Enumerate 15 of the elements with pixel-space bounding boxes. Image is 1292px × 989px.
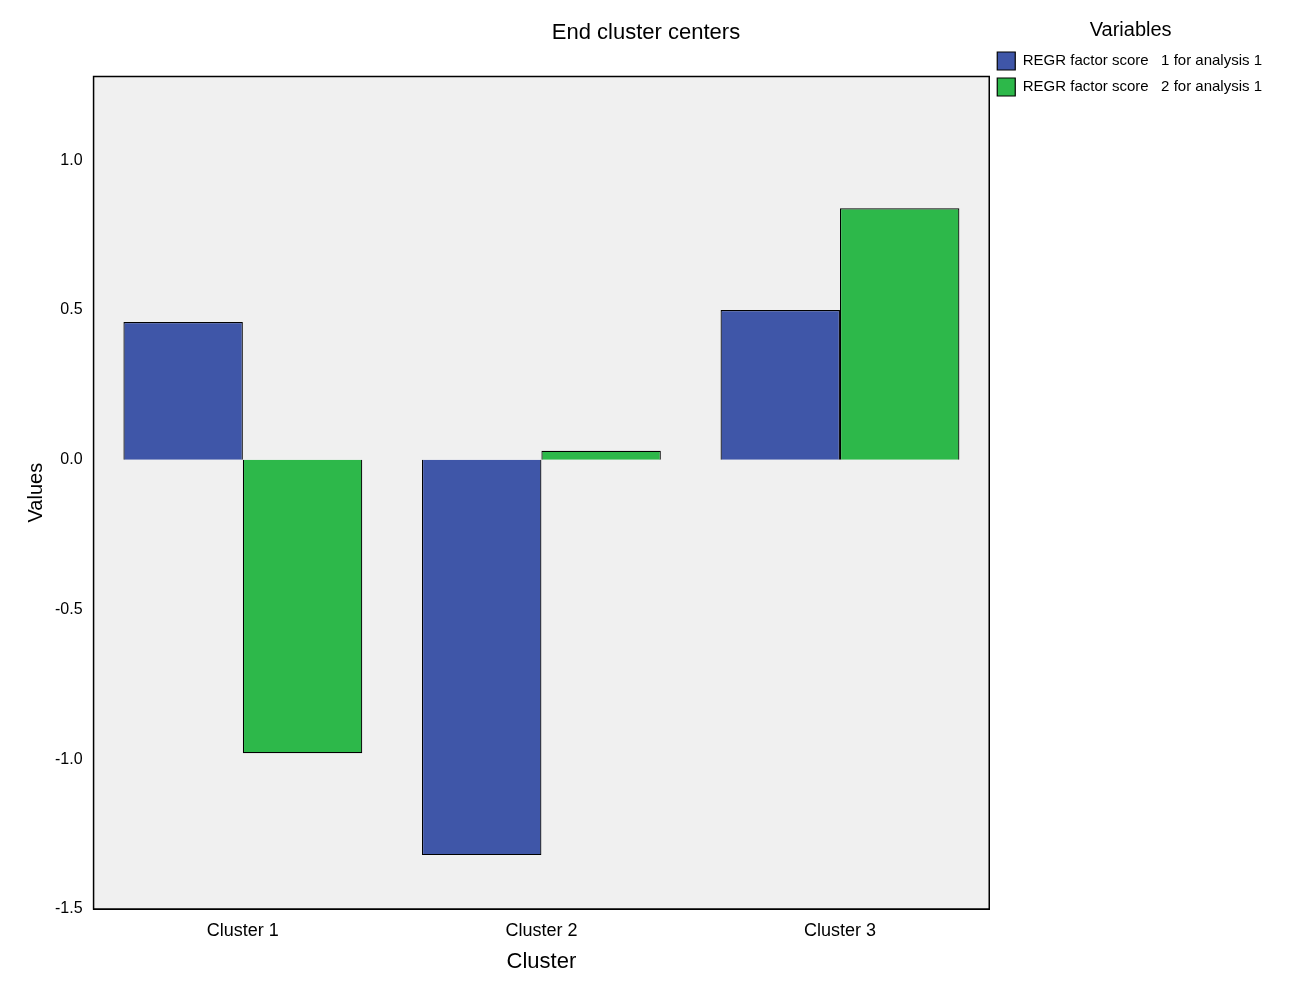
y-tick-label: -1.0 xyxy=(54,749,83,767)
y-axis-title: Values xyxy=(23,462,46,523)
legend-title: Variables xyxy=(1089,17,1172,40)
x-tick-label: Cluster 2 xyxy=(505,919,578,940)
x-tick-label: Cluster 1 xyxy=(206,919,279,940)
y-tick-label: 0.5 xyxy=(60,300,83,318)
legend-label: REGR factor score 2 for analysis 1 xyxy=(1022,77,1263,95)
legend-label: REGR factor score 1 for analysis 1 xyxy=(1022,51,1263,69)
y-tick-label: 1.0 xyxy=(60,150,83,168)
y-tick-label: -1.5 xyxy=(54,899,83,917)
x-axis-title: Cluster xyxy=(506,947,577,973)
x-tick-label: Cluster 3 xyxy=(803,919,876,940)
chart-title: End cluster centers xyxy=(551,19,741,45)
y-tick-label: 0.0 xyxy=(60,450,83,468)
y-tick-label: -0.5 xyxy=(54,599,83,617)
